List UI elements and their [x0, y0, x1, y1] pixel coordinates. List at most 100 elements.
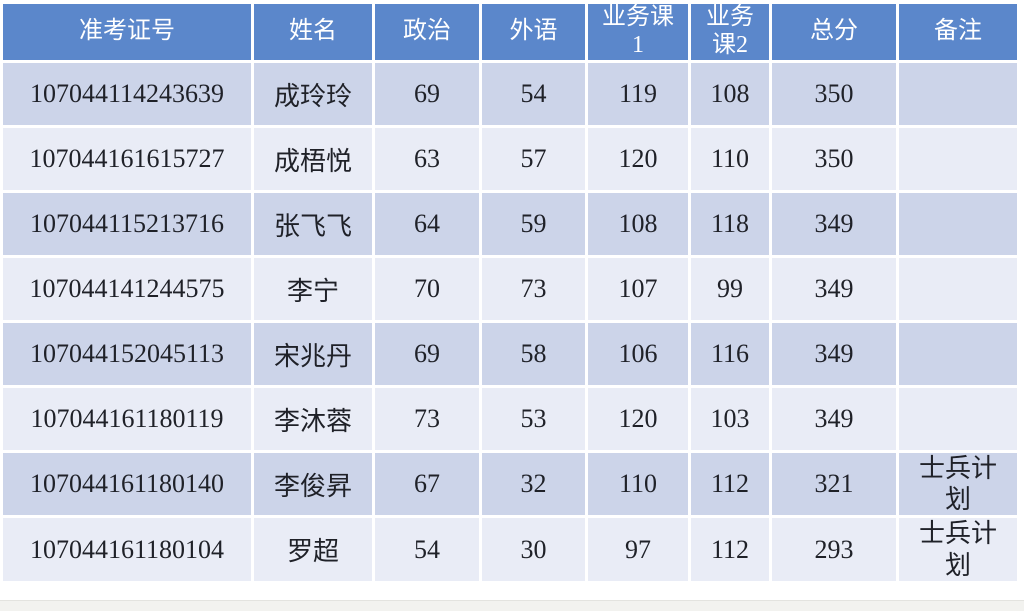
cell-remark [899, 388, 1017, 450]
cell-foreign: 59 [482, 193, 585, 255]
table-row: 107044141244575 李宁 70 73 107 99 349 [3, 258, 1017, 320]
cell-course1: 119 [588, 63, 688, 125]
cell-foreign: 32 [482, 453, 585, 516]
cell-text-name: 李沐蓉 [273, 406, 352, 436]
cell-course2: 99 [691, 258, 769, 320]
table-row: 107044161180119 李沐蓉 73 53 120 103 349 [3, 388, 1017, 450]
cell-text-course2: 108 [710, 79, 750, 108]
cell-name: 李沐蓉 [254, 388, 372, 450]
cell-text-id: 107044161180119 [30, 404, 224, 433]
cell-politics: 73 [375, 388, 479, 450]
cell-text-course1: 108 [618, 209, 658, 238]
cell-total: 350 [772, 63, 896, 125]
cell-text-total: 350 [814, 144, 854, 173]
table-row: 107044152045113 宋兆丹 69 58 106 116 349 [3, 323, 1017, 385]
cell-text-remark: 士兵计划 [918, 519, 997, 580]
cell-text-id: 107044114243639 [29, 79, 225, 108]
cell-text-course2: 118 [710, 209, 750, 238]
cell-name: 宋兆丹 [254, 323, 372, 385]
cell-text-name: 李俊昇 [273, 471, 352, 501]
cell-id: 107044152045113 [3, 323, 251, 385]
cell-politics: 70 [375, 258, 479, 320]
cell-politics: 67 [375, 453, 479, 516]
cell-foreign: 73 [482, 258, 585, 320]
column-header-total: 总分 [772, 4, 896, 60]
cell-text-remark: 士兵计划 [918, 454, 997, 515]
column-header-course1: 业务课 1 [588, 4, 688, 60]
cell-politics: 63 [375, 128, 479, 190]
cell-text-politics: 70 [414, 274, 440, 303]
cell-text-course2: 112 [710, 534, 750, 564]
table-row: 107044161615727 成梧悦 63 57 120 110 350 [3, 128, 1017, 190]
cell-politics: 69 [375, 63, 479, 125]
cell-total: 349 [772, 388, 896, 450]
cell-text-total: 293 [814, 534, 854, 564]
cell-text-id: 107044161180104 [29, 534, 225, 564]
cell-text-total: 349 [814, 339, 854, 368]
cell-text-politics: 54 [414, 534, 440, 564]
cell-id: 107044161615727 [3, 128, 251, 190]
cell-text-politics: 64 [414, 209, 440, 238]
cell-text-foreign: 30 [520, 534, 547, 564]
cell-text-course1: 120 [618, 404, 658, 433]
cell-text-politics: 69 [414, 339, 440, 368]
cell-total: 349 [772, 323, 896, 385]
table-row: 107044114243639 成玲玲 69 54 119 108 350 [3, 63, 1017, 125]
cell-text-total: 349 [814, 274, 854, 303]
cell-course2: 116 [691, 323, 769, 385]
cell-remark: 士兵计划 [899, 453, 1017, 516]
cell-id: 107044161180140 [3, 453, 251, 516]
cell-total: 321 [772, 453, 896, 516]
cell-course2: 112 [691, 453, 769, 516]
cell-text-foreign: 53 [520, 404, 547, 433]
cell-politics: 69 [375, 323, 479, 385]
cell-text-total: 349 [814, 404, 854, 433]
cell-text-id: 107044161615727 [29, 144, 225, 173]
cell-course1: 106 [588, 323, 688, 385]
cell-text-politics: 73 [414, 404, 440, 433]
cell-foreign: 57 [482, 128, 585, 190]
cell-text-course2: 99 [717, 274, 743, 303]
column-header-id: 准考证号 [3, 4, 251, 60]
cell-text-course1: 120 [618, 144, 658, 173]
cell-text-course2: 110 [710, 144, 750, 173]
cell-remark [899, 323, 1017, 385]
cell-total: 349 [772, 258, 896, 320]
cell-foreign: 53 [482, 388, 585, 450]
cell-course1: 107 [588, 258, 688, 320]
column-header-name: 姓名 [254, 4, 372, 60]
cell-text-politics: 69 [414, 79, 440, 108]
cell-id: 107044115213716 [3, 193, 251, 255]
cell-foreign: 30 [482, 518, 585, 581]
cell-id: 107044114243639 [3, 63, 251, 125]
cell-course1: 120 [588, 128, 688, 190]
cell-text-foreign: 32 [520, 469, 547, 499]
cell-course2: 110 [691, 128, 769, 190]
cell-text-course1: 107 [618, 274, 658, 303]
column-header-foreign: 外语 [482, 4, 585, 60]
cell-text-name: 成梧悦 [273, 146, 352, 176]
cell-total: 293 [772, 518, 896, 581]
cell-text-course1: 106 [618, 339, 658, 368]
cell-text-name: 宋兆丹 [273, 341, 352, 371]
cell-text-name: 张飞飞 [273, 211, 352, 241]
bottom-strip [0, 600, 1024, 611]
cell-text-total: 350 [814, 79, 854, 108]
cell-remark [899, 128, 1017, 190]
cell-course1: 120 [588, 388, 688, 450]
cell-course1: 108 [588, 193, 688, 255]
cell-text-total: 349 [814, 209, 854, 238]
column-header-remark: 备注 [899, 4, 1017, 60]
cell-remark: 士兵计划 [899, 518, 1017, 581]
cell-name: 成玲玲 [254, 63, 372, 125]
table-row: 107044161180104 罗超 54 30 97 112 293 士兵计划 [3, 518, 1017, 581]
cell-text-id: 107044152045113 [29, 339, 225, 368]
cell-text-foreign: 57 [520, 144, 547, 173]
cell-text-course1: 110 [618, 469, 658, 499]
table-row: 107044161180140 李俊昇 67 32 110 112 321 士兵计划 [3, 453, 1017, 516]
header-row: 准考证号 姓名 政治 外语 业务课 1 业务 课2 总分 备注 [3, 4, 1017, 60]
cell-text-foreign: 54 [520, 79, 547, 108]
cell-text-name: 李宁 [286, 276, 339, 306]
cell-course1: 97 [588, 518, 688, 581]
